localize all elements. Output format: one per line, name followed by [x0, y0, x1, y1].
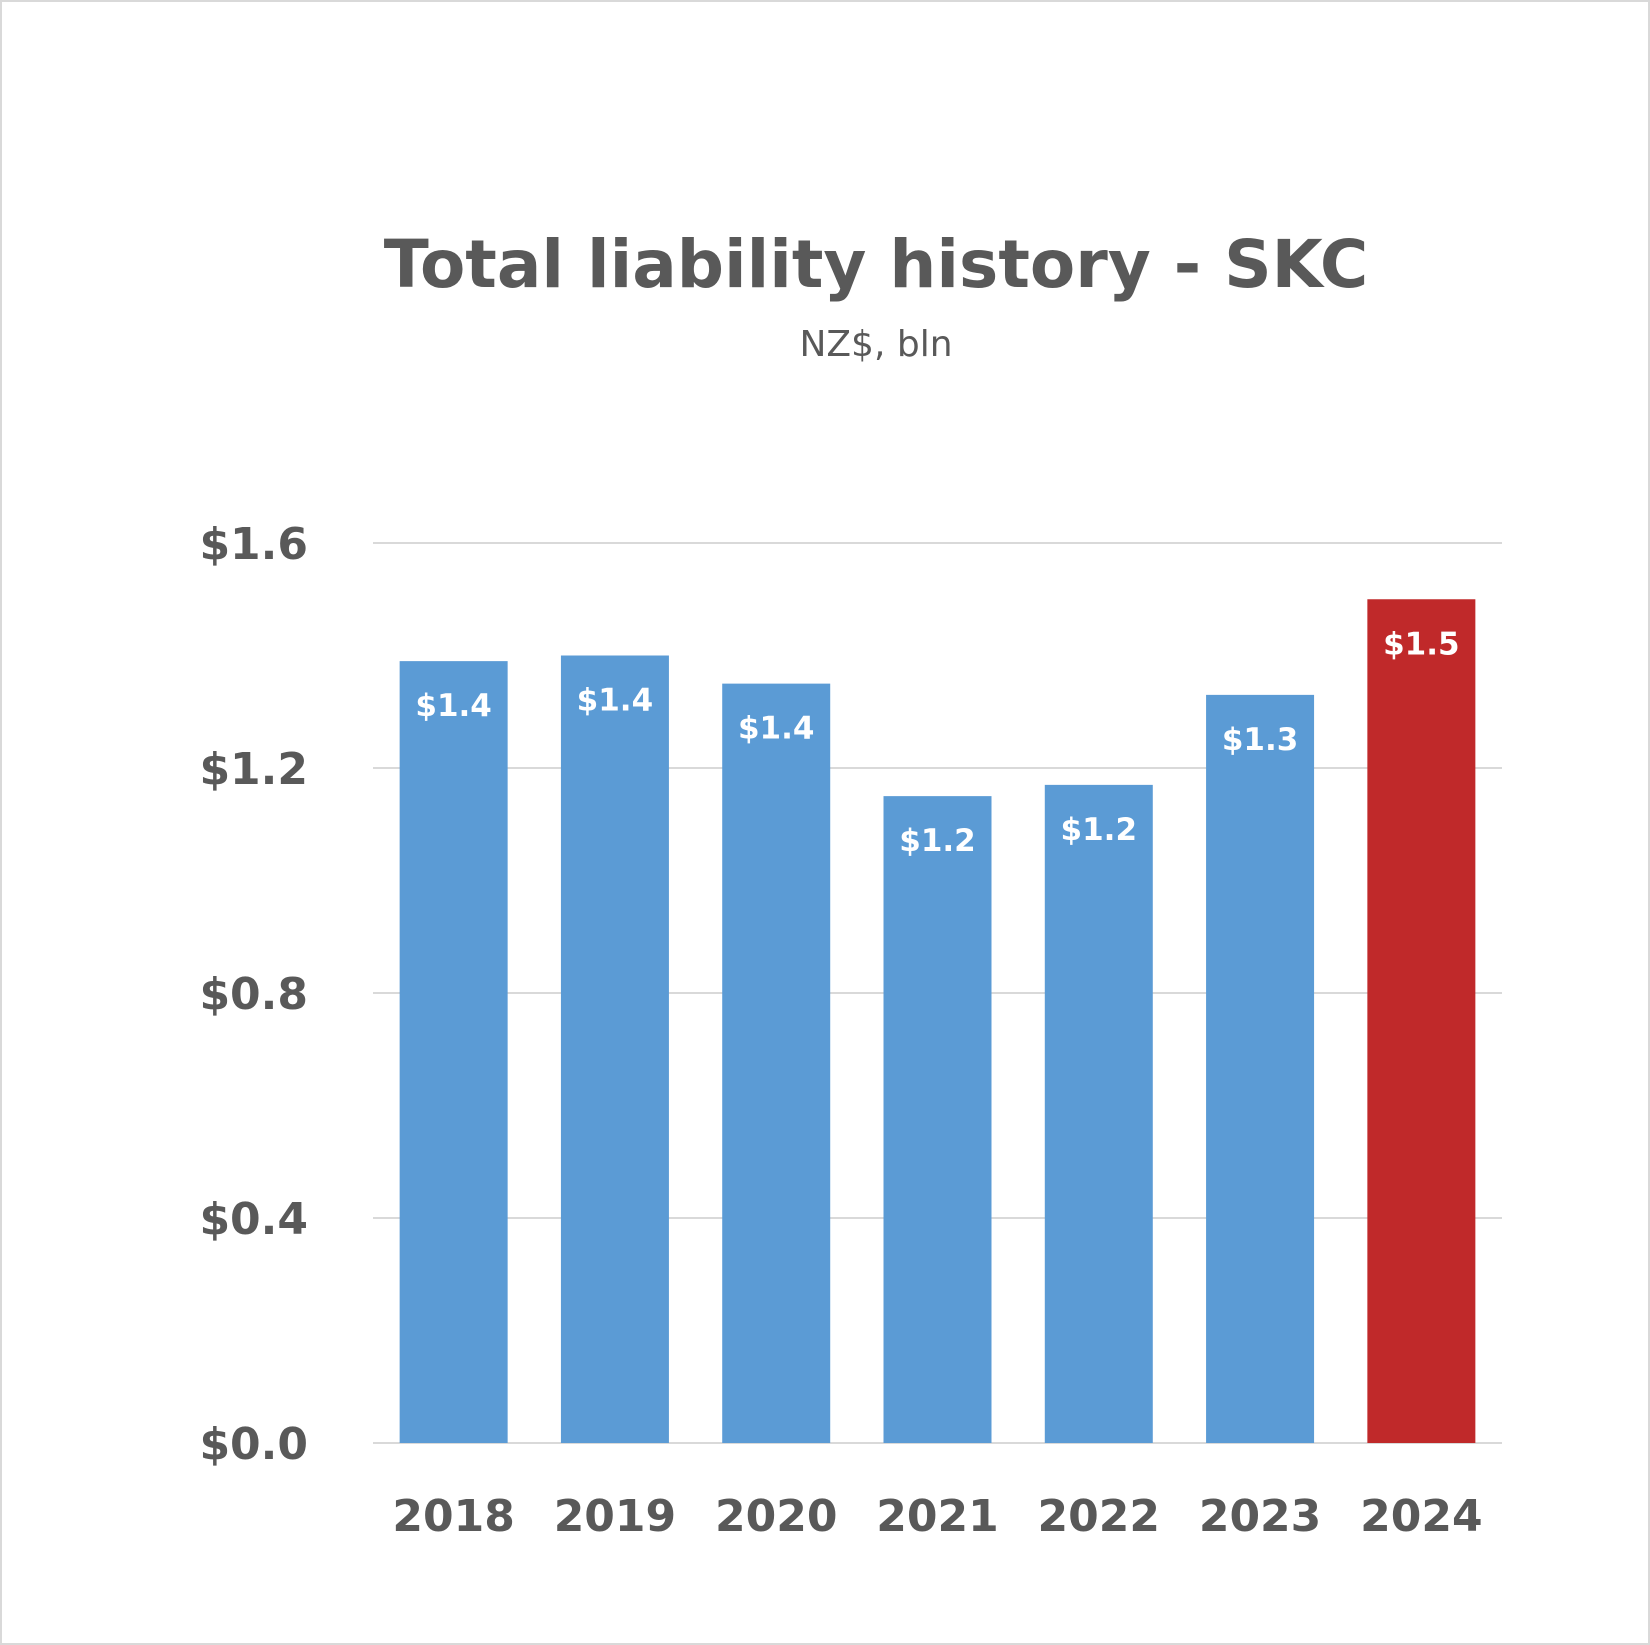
- x-tick-label-2018: 2018: [392, 1491, 514, 1542]
- y-tick-label: $0.0: [199, 1419, 308, 1470]
- x-tick-label-2019: 2019: [554, 1491, 676, 1542]
- x-tick-label-2022: 2022: [1038, 1491, 1160, 1542]
- bar-2018: [399, 661, 508, 1443]
- data-label-2018: $1.4: [415, 688, 492, 724]
- x-tick-label-2024: 2024: [1360, 1491, 1482, 1542]
- x-tick-label-2020: 2020: [715, 1491, 837, 1542]
- y-tick-label: $0.8: [199, 969, 308, 1020]
- x-tick-label-2021: 2021: [876, 1491, 998, 1542]
- y-tick-label: $0.4: [199, 1194, 308, 1245]
- data-label-2024: $1.5: [1383, 626, 1460, 662]
- bar-2024: [1367, 599, 1476, 1443]
- data-label-2023: $1.3: [1222, 722, 1299, 758]
- x-axis-ticks: 2018 2019 2020 2021 2022 2023 2024: [392, 1491, 1482, 1542]
- data-labels: $1.4 $1.4 $1.4 $1.2 $1.2 $1.3 $1.5: [415, 626, 1459, 859]
- data-label-2022: $1.2: [1061, 812, 1138, 848]
- y-tick-label: $1.6: [199, 519, 308, 570]
- bars: [399, 599, 1476, 1443]
- chart-title: Total liability history - SKC: [384, 226, 1369, 303]
- bar-2019: [560, 655, 669, 1443]
- bar-2022: [1044, 784, 1153, 1443]
- x-tick-label-2023: 2023: [1199, 1491, 1321, 1542]
- data-label-2020: $1.4: [738, 711, 815, 747]
- data-label-2019: $1.4: [577, 683, 654, 719]
- chart-subtitle: NZ$, bln: [799, 324, 952, 365]
- y-axis-ticks: $0.0 $0.4 $0.8 $1.2 $1.6: [199, 519, 308, 1470]
- bar-2020: [722, 683, 831, 1443]
- bar-2021: [883, 796, 992, 1443]
- data-label-2021: $1.2: [899, 823, 976, 859]
- bar-2023: [1206, 694, 1315, 1443]
- y-tick-label: $1.2: [199, 744, 308, 795]
